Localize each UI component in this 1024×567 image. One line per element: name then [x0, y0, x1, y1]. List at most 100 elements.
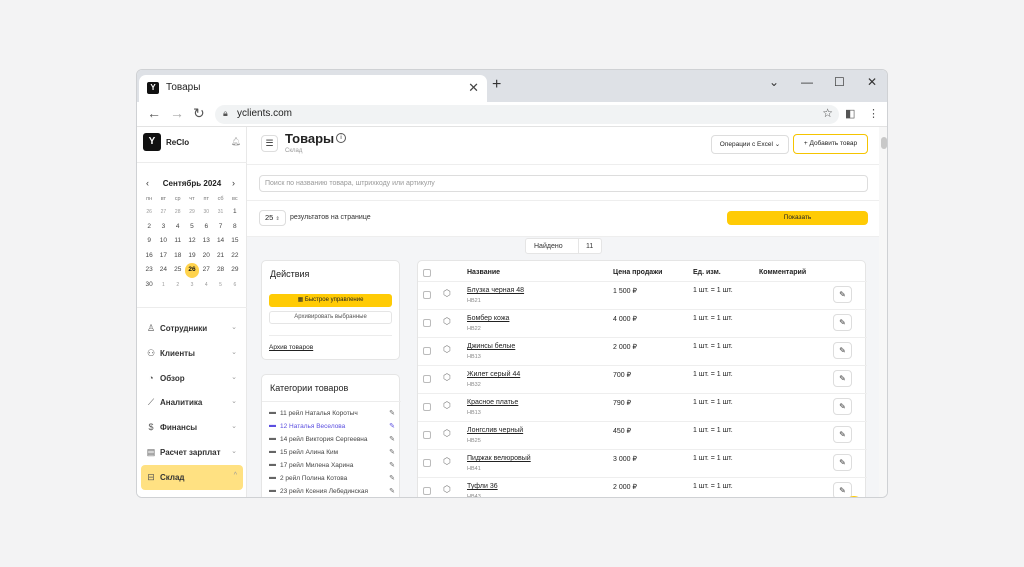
product-name[interactable]: Красное платье	[467, 399, 519, 406]
col-name[interactable]: Название	[467, 269, 501, 276]
category-item[interactable]: ▬ 11 рейл Наталья Коротыч ✎	[269, 408, 395, 421]
window-close-icon[interactable]: ✕	[867, 75, 878, 89]
col-unit[interactable]: Ед. изм.	[693, 269, 721, 276]
breadcrumb[interactable]: Склад	[285, 148, 303, 154]
row-checkbox[interactable]	[423, 403, 431, 411]
bookmark-star-icon[interactable]: ☆	[822, 106, 833, 120]
search-input[interactable]: Поиск по названию товара, штрихкоду или …	[259, 175, 868, 192]
calendar-day[interactable]: 26	[146, 209, 152, 215]
calendar-day[interactable]: 9	[147, 237, 151, 244]
bell-icon[interactable]: 🔔︎	[231, 137, 242, 146]
col-comment[interactable]: Комментарий	[759, 269, 807, 276]
calendar-day[interactable]: 1	[233, 208, 237, 215]
category-item[interactable]: ▬ 12 Наталья Веселова ✎	[269, 421, 395, 434]
calendar-day[interactable]: 29	[231, 266, 239, 273]
row-checkbox[interactable]	[423, 431, 431, 439]
archive-link[interactable]: Архив товаров	[269, 344, 314, 351]
product-name[interactable]: Туфли 36	[467, 483, 498, 490]
calendar-day[interactable]: 16	[145, 251, 153, 259]
calendar-day[interactable]: 26	[184, 263, 200, 278]
calendar-next-icon[interactable]: ›	[232, 178, 235, 188]
calendar-day[interactable]: 6	[233, 281, 237, 288]
excel-operations-button[interactable]: Операции с Excel ⌄	[711, 135, 789, 154]
calendar-day[interactable]: 28	[216, 266, 225, 273]
sidebar-item-payroll[interactable]: ▤ Расчет зарплат ⌄	[141, 440, 243, 465]
back-icon[interactable]: ←	[147, 105, 161, 121]
calendar-day[interactable]: 18	[174, 251, 182, 259]
calendar-prev-icon[interactable]: ‹	[146, 178, 149, 188]
edit-button[interactable]: ✎	[833, 454, 852, 471]
info-icon[interactable]: i	[336, 133, 346, 143]
calendar-day[interactable]: 23	[145, 266, 153, 273]
calendar-day[interactable]: 24	[159, 266, 168, 273]
edit-button[interactable]: ✎	[833, 342, 852, 359]
calendar-day[interactable]: 10	[159, 237, 168, 244]
help-fab-button[interactable]	[843, 496, 865, 497]
sidebar-item-chart[interactable]: ⟋ Аналитика ⌄	[141, 390, 243, 415]
minimize-icon[interactable]: —	[801, 75, 813, 89]
calendar-day[interactable]: 27	[160, 209, 167, 215]
new-tab-icon[interactable]: +	[492, 76, 502, 93]
sidebar-item-people[interactable]: ⚇ Клиенты ⌄	[141, 341, 243, 366]
calendar-day[interactable]: 15	[231, 237, 239, 244]
calendar-day[interactable]: 27	[202, 266, 210, 273]
calendar-day[interactable]: 3	[190, 281, 194, 288]
calendar-day[interactable]: 30	[203, 209, 210, 215]
edit-button[interactable]: ✎	[833, 286, 852, 303]
pencil-icon[interactable]: ✎	[389, 436, 395, 443]
scrollbar[interactable]	[879, 127, 887, 497]
forward-icon[interactable]: →	[170, 105, 184, 121]
calendar-day[interactable]: 1	[162, 281, 165, 288]
calendar-day[interactable]: 5	[190, 222, 194, 230]
calendar-day[interactable]: 22	[231, 251, 239, 259]
calendar-day[interactable]: 2	[176, 281, 180, 288]
pencil-icon[interactable]: ✎	[389, 488, 395, 495]
reload-icon[interactable]: ↻	[193, 105, 205, 121]
maximize-icon[interactable]: ☐	[834, 75, 845, 89]
calendar-day[interactable]: 13	[202, 237, 210, 244]
pencil-icon[interactable]: ✎	[389, 462, 395, 469]
calendar-day[interactable]: 30	[145, 280, 153, 288]
calendar-day[interactable]: 4	[175, 222, 180, 230]
menu-toggle-icon[interactable]: ☰	[261, 135, 278, 152]
add-product-button[interactable]: + Добавить товар	[793, 134, 868, 154]
url-field[interactable]: 🔒︎ yclients.com ☆	[215, 105, 839, 124]
select-all-checkbox[interactable]	[423, 269, 431, 277]
browser-menu-icon[interactable]: ⋮	[868, 108, 879, 120]
pencil-icon[interactable]: ✎	[389, 410, 395, 417]
show-button[interactable]: Показать	[727, 211, 868, 225]
category-item[interactable]: ▬ 14 рейл Виктория Сергеевна ✎	[269, 434, 395, 447]
pencil-icon[interactable]: ✎	[389, 475, 395, 482]
sidebar-item-person[interactable]: ♙ Сотрудники ⌄	[141, 316, 243, 341]
quick-manage-button[interactable]: ▦ Быстрое управление	[269, 294, 392, 307]
row-checkbox[interactable]	[423, 347, 431, 355]
sidebar-item-money[interactable]: $ Финансы ⌄	[141, 415, 243, 440]
calendar-day[interactable]: 11	[174, 237, 182, 244]
calendar-day[interactable]: 21	[216, 251, 225, 259]
calendar-day[interactable]: 12	[188, 237, 196, 244]
category-item[interactable]: ▬ 2 рейл Полина Котова ✎	[269, 473, 395, 486]
row-checkbox[interactable]	[423, 459, 431, 467]
calendar-day[interactable]: 17	[159, 251, 168, 259]
calendar-day[interactable]: 14	[216, 237, 225, 244]
category-item[interactable]: ▬ 23 рейл Ксения Лебединская ✎	[269, 486, 395, 497]
edit-button[interactable]: ✎	[833, 370, 852, 387]
calendar-day[interactable]: 7	[218, 222, 223, 230]
product-name[interactable]: Пиджак велюровый	[467, 455, 531, 462]
calendar-day[interactable]: 20	[202, 251, 210, 259]
col-price[interactable]: Цена продажи	[613, 269, 663, 276]
side-panel-icon[interactable]: ◧	[845, 108, 856, 120]
calendar-day[interactable]: 3	[161, 222, 166, 230]
browser-tab[interactable]: Y Товары ✕	[139, 75, 487, 102]
calendar-day[interactable]: 29	[189, 209, 195, 215]
archive-selected-button[interactable]: Архивировать выбранные	[269, 311, 392, 324]
edit-button[interactable]: ✎	[833, 426, 852, 443]
sidebar-item-overview[interactable]: ◔ Обзор ⌄	[141, 366, 243, 391]
calendar-day[interactable]: 2	[147, 222, 151, 230]
calendar-day[interactable]: 28	[174, 209, 181, 215]
category-item[interactable]: ▬ 17 рейл Милена Харина ✎	[269, 460, 395, 473]
calendar-day[interactable]: 25	[174, 266, 182, 273]
edit-button[interactable]: ✎	[833, 398, 852, 415]
calendar-day[interactable]: 19	[188, 251, 196, 259]
row-checkbox[interactable]	[423, 375, 431, 383]
